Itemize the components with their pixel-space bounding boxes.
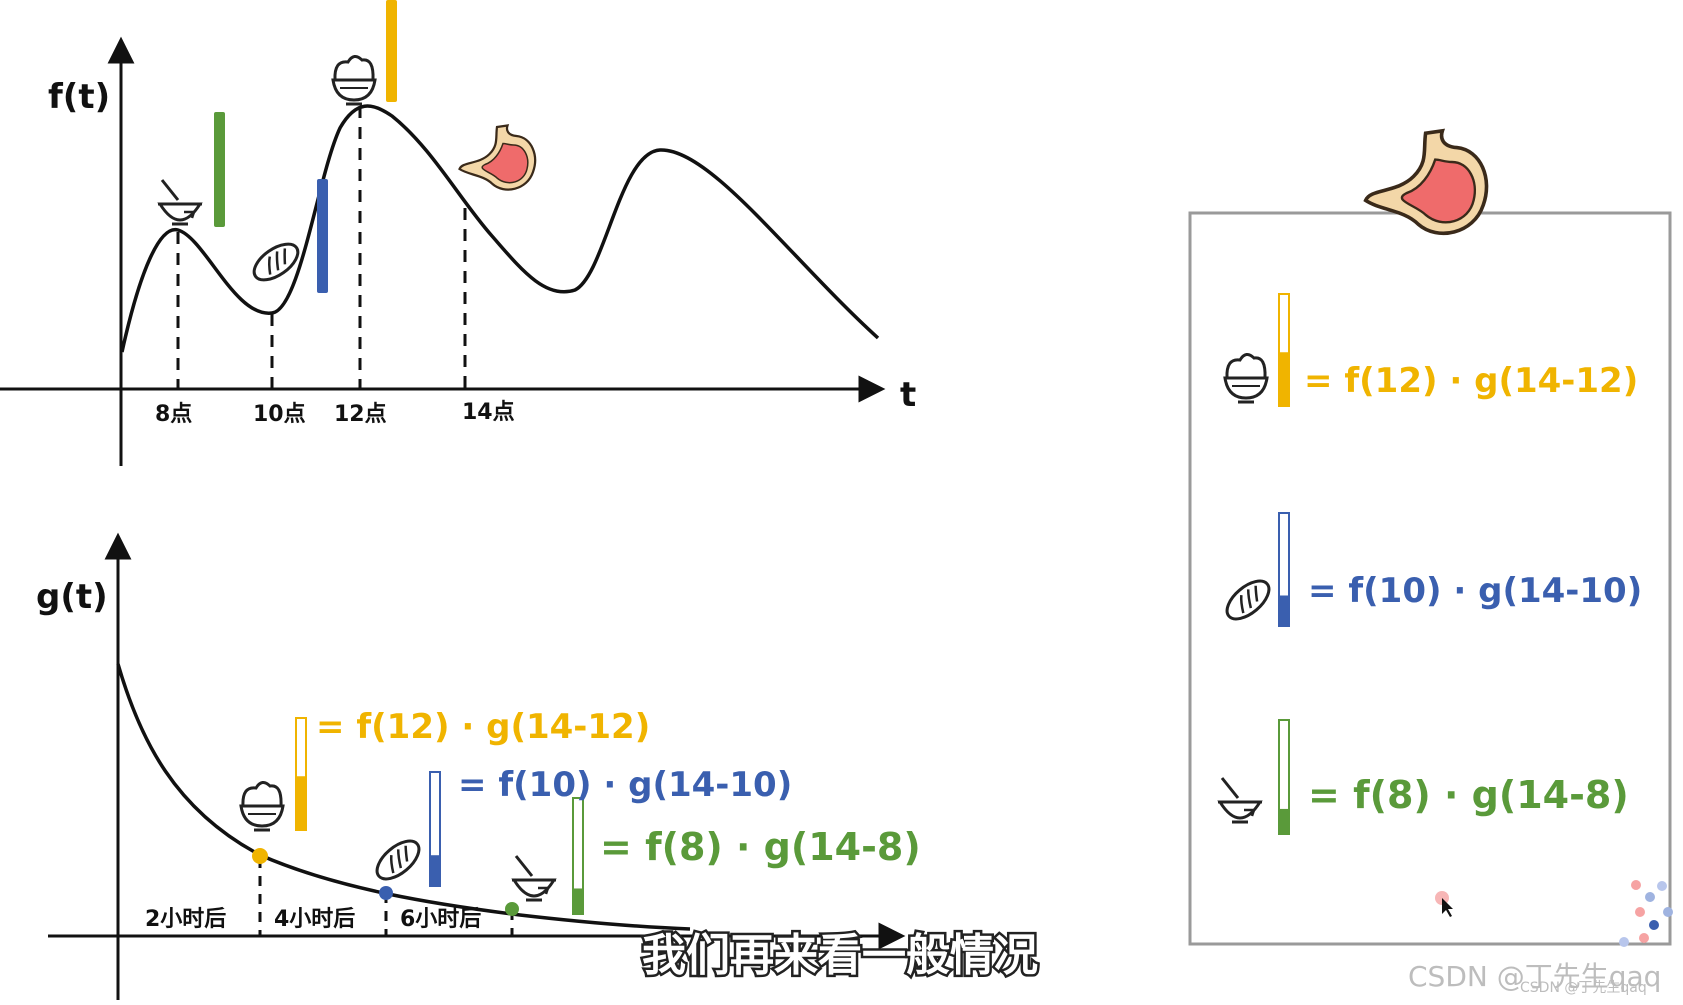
interval-2h: 2小时后	[145, 907, 226, 932]
bottom-eq-yellow: = f(12) · g(14-12)	[316, 707, 650, 747]
bowl-icon	[510, 854, 558, 902]
stomach-icon	[458, 124, 537, 191]
top-chart: f(t) t 8点 10点 12点 14点	[0, 0, 916, 466]
point-6h	[505, 902, 519, 916]
top-y-label: f(t)	[48, 77, 110, 117]
rice-bowl-icon	[239, 780, 285, 832]
panel-gauge-yellow	[1278, 293, 1290, 407]
bowl-icon	[156, 178, 204, 226]
rice-bowl-icon	[331, 54, 377, 106]
decorative-dots-icon	[1619, 880, 1673, 947]
subtitle: 我们再来看一般情况	[642, 930, 1038, 981]
blue-bar	[317, 179, 328, 293]
g-curve	[116, 663, 691, 931]
rice-bowl-icon	[1223, 352, 1269, 404]
interval-4h: 4小时后	[274, 907, 355, 932]
tick-12: 12点	[334, 401, 387, 427]
top-x-label: t	[900, 375, 916, 415]
f-curve	[120, 104, 880, 353]
point-4h	[379, 886, 393, 900]
watermark-large: CSDN @丁先生qaq	[1408, 960, 1661, 993]
panel-gauge-green	[1278, 719, 1290, 835]
gauge-yellow	[295, 717, 307, 831]
right-panel: = f(12) · g(14-12) = f(10) · g(14-10) = …	[1188, 129, 1673, 947]
panel-eq-green: = f(8) · g(14-8)	[1308, 773, 1629, 817]
point-2h	[252, 848, 268, 864]
gauge-blue	[429, 771, 441, 887]
bread-icon	[1218, 572, 1278, 628]
tick-8: 8点	[155, 401, 192, 427]
tick-10: 10点	[253, 401, 306, 427]
stomach-icon	[1363, 129, 1489, 236]
tick-14: 14点	[462, 399, 515, 425]
bottom-y-label: g(t)	[36, 577, 108, 617]
bread-icon	[368, 832, 428, 888]
bottom-eq-green: = f(8) · g(14-8)	[600, 825, 921, 869]
bottom-chart: g(t) 2小时后 4小时后 6小时后 = f(12) · g(14-12) =…	[36, 532, 921, 1000]
watermark-small: CSDN @丁先生qaq	[1520, 980, 1647, 996]
green-bar	[214, 112, 225, 227]
bottom-eq-blue: = f(10) · g(14-10)	[458, 765, 792, 805]
panel-gauge-blue	[1278, 512, 1290, 627]
interval-6h: 6小时后	[400, 907, 481, 932]
panel-eq-yellow: = f(12) · g(14-12)	[1304, 361, 1638, 401]
panel-eq-blue: = f(10) · g(14-10)	[1308, 571, 1642, 611]
gauge-green	[572, 797, 584, 915]
bowl-icon	[1216, 776, 1264, 824]
cursor-icon	[1435, 891, 1453, 917]
yellow-bar	[386, 0, 397, 102]
